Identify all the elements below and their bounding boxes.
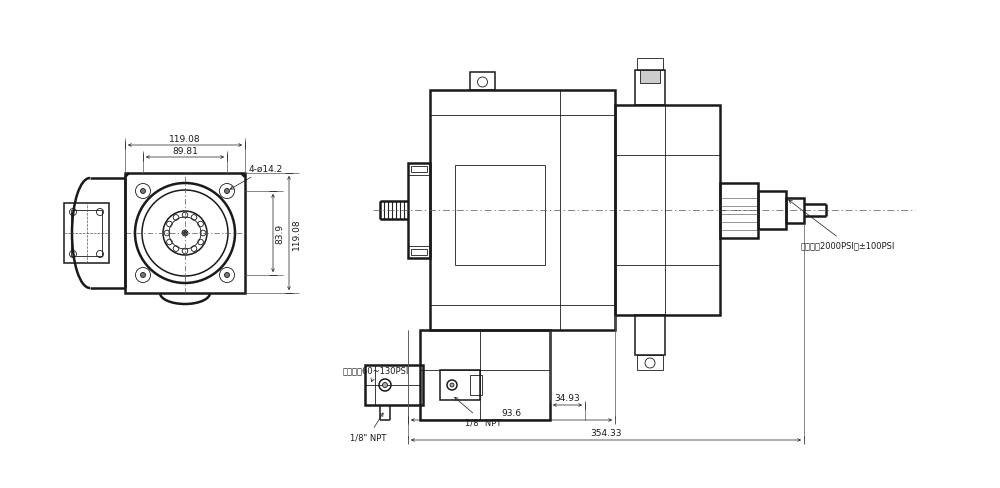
Text: 354.33: 354.33 — [590, 428, 622, 438]
Bar — [125, 174, 245, 293]
Bar — [64, 203, 109, 264]
Bar — [720, 183, 758, 238]
Circle shape — [225, 273, 230, 278]
Circle shape — [184, 232, 187, 235]
Bar — [71, 210, 102, 257]
Text: 89.81: 89.81 — [172, 147, 198, 156]
Circle shape — [225, 189, 230, 194]
Bar — [786, 198, 804, 223]
Text: 1/8" NPT: 1/8" NPT — [350, 413, 386, 442]
Bar — [411, 166, 427, 172]
Bar — [758, 192, 786, 229]
Bar — [411, 249, 427, 255]
Bar — [430, 91, 615, 330]
Text: 4-ø14.2: 4-ø14.2 — [230, 164, 283, 190]
Circle shape — [383, 383, 388, 387]
Bar — [365, 365, 423, 405]
Circle shape — [141, 273, 146, 278]
Bar — [640, 71, 660, 84]
Text: 119.08: 119.08 — [169, 135, 201, 144]
Bar — [420, 330, 550, 420]
Bar — [470, 375, 482, 395]
Bar — [440, 370, 480, 400]
Bar — [408, 163, 430, 258]
Circle shape — [450, 383, 454, 387]
Text: 119.08: 119.08 — [292, 218, 301, 249]
Circle shape — [182, 230, 188, 237]
Text: 83.9: 83.9 — [276, 224, 285, 244]
Text: 控制气压60~130PSI: 控制气压60~130PSI — [343, 366, 409, 382]
Text: 压力设定2000PSI！±100PSI: 压力设定2000PSI！±100PSI — [789, 201, 895, 250]
Circle shape — [141, 189, 146, 194]
Bar — [470, 73, 495, 91]
Bar — [637, 355, 663, 370]
Bar — [455, 165, 545, 265]
Text: 34.93: 34.93 — [555, 394, 580, 403]
Text: 93.6: 93.6 — [501, 408, 522, 418]
Bar — [615, 106, 720, 315]
Bar — [635, 315, 665, 355]
Text: 1/8" NPT: 1/8" NPT — [455, 398, 501, 427]
Bar — [637, 59, 663, 71]
Bar — [635, 71, 665, 106]
